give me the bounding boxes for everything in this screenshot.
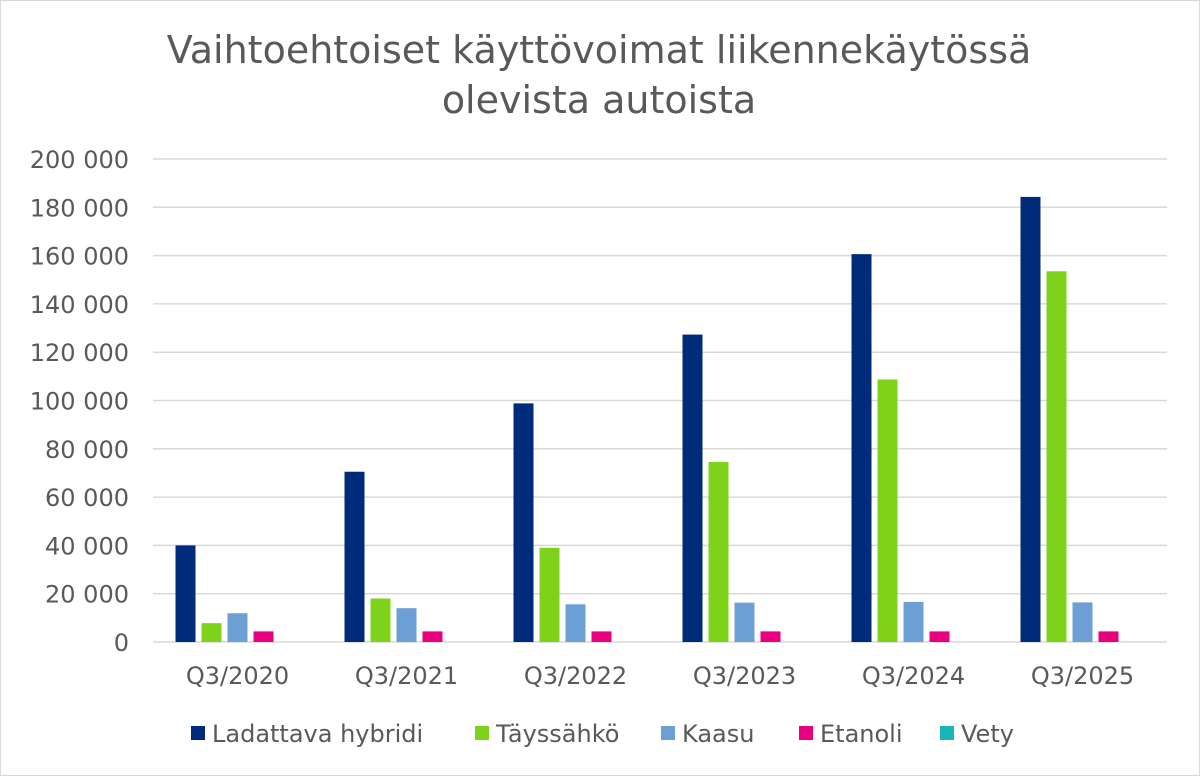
chart-title: Vaihtoehtoiset käyttövoimat liikennekäyt… [167, 28, 1032, 122]
y-tick-label: 60 000 [45, 484, 129, 512]
x-tick-label: Q3/2022 [524, 662, 627, 690]
bar-ladattava-hybridi-4 [851, 254, 872, 642]
legend-label: Etanoli [820, 720, 903, 748]
bar-täyssähkö-2 [539, 547, 560, 642]
y-tick-label: 20 000 [45, 581, 129, 609]
x-tick-label: Q3/2020 [186, 662, 289, 690]
bar-ladattava-hybridi-3 [682, 334, 703, 642]
y-tick-label: 100 000 [30, 388, 129, 416]
bar-täyssähkö-4 [877, 379, 898, 642]
y-tick-label: 200 000 [30, 146, 129, 174]
legend-label: Täyssähkö [495, 720, 619, 748]
x-tick-label: Q3/2021 [355, 662, 458, 690]
bar-etanoli-0 [253, 631, 274, 642]
legend-swatch [475, 726, 489, 740]
bar-täyssähkö-1 [370, 598, 391, 642]
bar-etanoli-2 [591, 631, 612, 642]
y-tick-label: 80 000 [45, 436, 129, 464]
y-tick-label: 140 000 [30, 291, 129, 319]
legend-swatch [799, 726, 813, 740]
bar-täyssähkö-5 [1046, 271, 1067, 642]
chart-title-line-1: Vaihtoehtoiset käyttövoimat liikennekäyt… [167, 28, 1032, 72]
bar-täyssähkö-0 [201, 623, 222, 642]
chart-title-line-2: olevista autoista [442, 78, 756, 122]
bar-etanoli-4 [929, 631, 950, 642]
bar-kaasu-1 [396, 608, 417, 642]
x-tick-label: Q3/2024 [862, 662, 965, 690]
y-tick-label: 160 000 [30, 243, 129, 271]
x-tick-label: Q3/2023 [693, 662, 796, 690]
y-tick-label: 40 000 [45, 532, 129, 560]
gridlines [153, 158, 1167, 643]
x-axis-tick-labels: Q3/2020 Q3/2021 Q3/2022 Q3/2023 Q3/2024 Q3/20… [186, 662, 1134, 690]
bar-etanoli-5 [1098, 631, 1119, 642]
bar-kaasu-3 [734, 602, 755, 642]
y-tick-label: 120 000 [30, 339, 129, 367]
bar-kaasu-2 [565, 604, 586, 642]
bar-ladattava-hybridi-2 [513, 403, 534, 642]
y-tick-label: 0 [114, 629, 129, 657]
legend-label: Kaasu [682, 720, 754, 748]
bar-ladattava-hybridi-0 [175, 545, 196, 642]
bar-kaasu-4 [903, 601, 924, 642]
legend-swatch [191, 726, 205, 740]
bar-etanoli-3 [760, 631, 781, 642]
bars [175, 196, 1119, 642]
bar-ladattava-hybridi-5 [1020, 196, 1041, 642]
legend: Ladattava hybridi Täyssähkö Kaasu Etanoli Ve… [191, 720, 1014, 748]
x-tick-label: Q3/2025 [1031, 662, 1134, 690]
bar-etanoli-1 [422, 631, 443, 642]
bar-täyssähkö-3 [708, 462, 729, 642]
y-tick-label: 180 000 [30, 194, 129, 222]
bar-kaasu-5 [1072, 602, 1093, 642]
bar-kaasu-0 [227, 613, 248, 642]
legend-swatch [661, 726, 675, 740]
y-axis-tick-labels: 0 20 000 40 000 60 000 80 000 100 000 120 000 1… [30, 146, 129, 657]
legend-swatch [940, 726, 954, 740]
bar-ladattava-hybridi-1 [344, 471, 365, 642]
legend-label: Ladattava hybridi [212, 720, 423, 748]
legend-label: Vety [961, 720, 1014, 748]
